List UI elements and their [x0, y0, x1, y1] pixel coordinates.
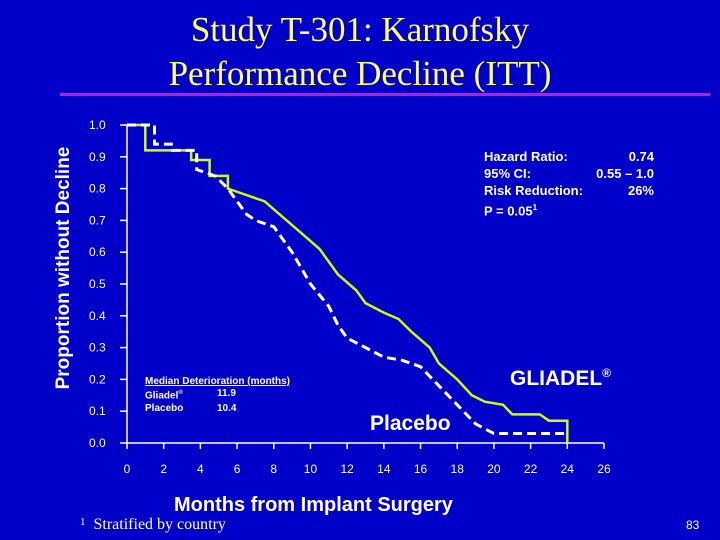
median-heading: Median Deterioration (months) [145, 376, 291, 387]
ci-label: 95% CI: [484, 166, 531, 181]
series-line-gliadel [127, 123, 569, 443]
median-row-gliadel: Gliadel® 11.9 [145, 388, 236, 402]
y-tick-label: 1.0 [89, 118, 106, 132]
median-value-gliadel: 11.9 [217, 388, 236, 399]
x-tick-label: 14 [377, 462, 391, 476]
rr-value: 26% [627, 183, 654, 198]
x-tick-label: 10 [304, 462, 318, 476]
hazard-label: Hazard Ratio: [484, 149, 568, 164]
chart-series [127, 123, 569, 443]
x-tick-label: 16 [414, 462, 428, 476]
y-tick-label: 0.2 [89, 372, 106, 386]
y-tick-label: 0.5 [89, 277, 106, 291]
footnote-text: Stratified by country [93, 516, 226, 533]
y-tick-label: 0.6 [89, 245, 106, 259]
p-value-footnote-mark: 1 [532, 203, 538, 212]
x-tick-label: 4 [197, 462, 204, 476]
series-line-placebo [127, 123, 568, 435]
y-tick-label: 0.3 [89, 341, 106, 355]
chart-axes: 0.00.10.20.30.40.50.60.70.80.91.00 2 4 6 8 10… [89, 118, 611, 476]
x-tick-label: 2 [160, 462, 167, 476]
median-row-placebo: Placebo 10.4 [145, 402, 345, 415]
x-tick-label: 20 [487, 462, 501, 476]
y-tick-label: 0.7 [89, 213, 106, 227]
x-tick-label: 6 [234, 462, 241, 476]
title-line-2: Performance Decline (ITT) [168, 54, 552, 93]
x-tick-label: 26 [597, 462, 611, 476]
ci-value: 0.55 – 1.0 [596, 166, 654, 181]
slide-title: Study T-301: Karnofsky Performance Decli… [60, 8, 660, 96]
rr-label: Risk Reduction: [484, 183, 583, 198]
series-label-gliadel: GLIADEL® [510, 366, 612, 390]
y-tick-label: 0.1 [89, 404, 106, 418]
median-box: Median Deterioration (months) Gliadel® 1… [145, 376, 345, 415]
page-number: 83 [686, 518, 700, 532]
median-name-placebo: Placebo [145, 403, 184, 415]
title-rule [60, 93, 710, 96]
x-axis-label: Months from Implant Surgery [174, 494, 453, 516]
series-label-placebo: Placebo [370, 412, 451, 435]
x-tick-label: 8 [270, 462, 277, 476]
x-tick-label: 22 [524, 462, 538, 476]
hazard-value: 0.74 [628, 149, 654, 164]
median-name-gliadel: Gliadel [145, 390, 179, 402]
stats-box: Hazard Ratio: 0.74 95% CI: 0.55 – 1.0 Risk… [484, 148, 654, 219]
x-tick-label: 18 [451, 462, 465, 476]
p-value-text: P = 0.051 [484, 203, 538, 219]
title-line-1: Study T-301: Karnofsky [190, 10, 530, 49]
x-tick-label: 12 [340, 462, 354, 476]
registered-mark: ® [602, 366, 612, 380]
median-value-placebo: 10.4 [217, 403, 237, 415]
y-tick-label: 0.0 [89, 436, 106, 450]
footnote-mark: 1 [80, 516, 86, 528]
x-tick-label: 0 [124, 462, 131, 476]
y-tick-label: 0.4 [89, 309, 106, 323]
y-tick-label: 0.8 [89, 182, 106, 196]
footnote: 1 Stratified by country [80, 516, 226, 534]
y-tick-label: 0.9 [89, 150, 106, 164]
x-tick-label: 24 [561, 462, 575, 476]
